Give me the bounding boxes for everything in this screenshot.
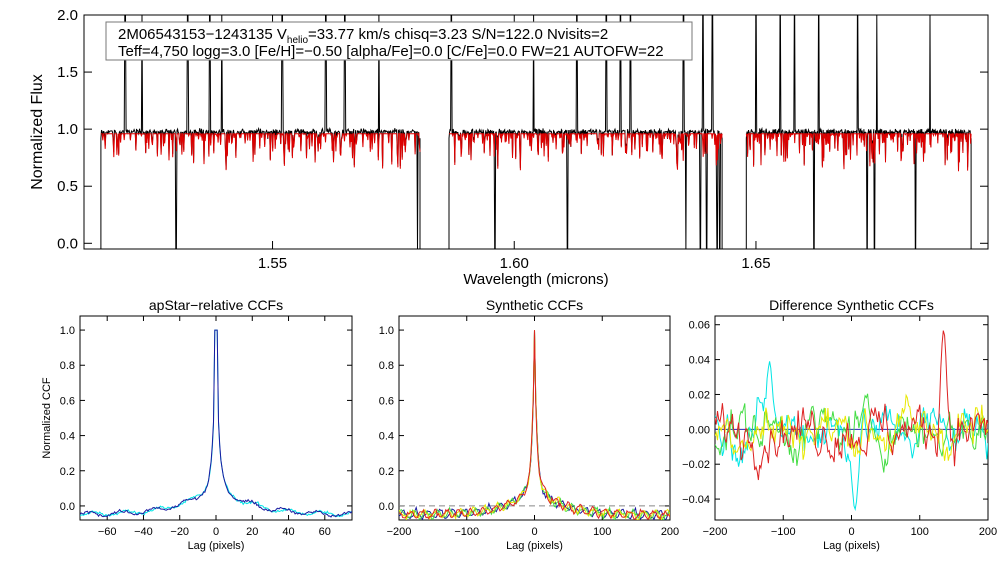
synthetic-ccf-chart: Synthetic CCFs −200 −100 0 100 200 0.0 0.2 0.4 0.… bbox=[379, 297, 679, 552]
synthetic-ccf-xtick-label: 200 bbox=[661, 526, 679, 538]
difference-ccf-xtick-label: −200 bbox=[703, 526, 728, 538]
difference-ccf-chart: Difference Synthetic CCFs −200 −100 0 100 200… bbox=[682, 297, 997, 552]
synthetic-ccf-ytick-label: 0.2 bbox=[379, 466, 394, 478]
spectrum-model-series bbox=[449, 131, 723, 171]
apstar-ccf-chart: apStar−relative CCFs −60 −40 −20 0 20 40 60 0.0 0… bbox=[41, 297, 353, 552]
synthetic-ccf-ytick-label: 1.0 bbox=[379, 325, 394, 337]
synthetic-ccf-xtick-label: 100 bbox=[593, 526, 611, 538]
difference-ccf-series-0 bbox=[715, 361, 988, 512]
apstar-ccf-xlabel: Lag (pixels) bbox=[188, 540, 245, 552]
spectrum-observed-series bbox=[745, 15, 972, 249]
info-line-2: Teff=4,750 logg=3.0 [Fe/H]=−0.50 [alpha/… bbox=[118, 43, 664, 60]
apstar-ccf-ytick-label: 0.2 bbox=[60, 466, 75, 478]
difference-ccf-ytick-label: 0.04 bbox=[689, 355, 710, 367]
synthetic-ccf-xtick-label: 0 bbox=[531, 526, 537, 538]
synthetic-ccf-title: Synthetic CCFs bbox=[486, 297, 583, 313]
apstar-ccf-xtick-label: 40 bbox=[282, 526, 294, 538]
apstar-ccf-xtick-label: 0 bbox=[213, 526, 219, 538]
synthetic-ccf-ytick-label: 0.0 bbox=[379, 501, 394, 513]
difference-ccf-ytick-label: 0.02 bbox=[689, 389, 710, 401]
apstar-ccf-ytick-label: 0.4 bbox=[60, 431, 75, 443]
difference-ccf-xtick-label: 0 bbox=[848, 526, 854, 538]
apstar-ccf-ytick-label: 0.6 bbox=[60, 395, 75, 407]
apstar-ccf-xtick-label: −40 bbox=[134, 526, 153, 538]
apstar-ccf-xtick-label: 20 bbox=[246, 526, 258, 538]
apstar-ccf-series-1 bbox=[80, 329, 352, 518]
info-box bbox=[105, 21, 693, 61]
apstar-ccf-xtick-label: −60 bbox=[98, 526, 117, 538]
spectrum-ylabel: Normalized Flux bbox=[29, 74, 46, 190]
synthetic-ccf-ytick-label: 0.8 bbox=[379, 360, 394, 372]
apstar-ccf-frame bbox=[79, 315, 353, 521]
spectrum-model-series bbox=[745, 131, 972, 172]
synthetic-ccf-ytick-label: 0.6 bbox=[379, 395, 394, 407]
difference-ccf-xtick-label: 200 bbox=[979, 526, 997, 538]
spectrum-ytick-label: 1.0 bbox=[57, 121, 78, 138]
spectrum-xtick-label: 1.65 bbox=[741, 255, 770, 272]
difference-ccf-series-3 bbox=[715, 330, 988, 481]
spectrum-chart: 1.55 1.60 1.65 0.0 0.5 1.0 1.5 2.0 Wavelength (m… bbox=[29, 7, 989, 288]
spectrum-xtick-label: 1.55 bbox=[258, 255, 287, 272]
spectrum-xlabel: Wavelength (microns) bbox=[463, 271, 608, 288]
spectrum-ytick-label: 2.0 bbox=[57, 7, 78, 24]
apstar-ccf-ytick-label: 1.0 bbox=[60, 325, 75, 337]
spectrum-ytick-label: 1.5 bbox=[57, 64, 78, 81]
synthetic-ccf-xtick-label: −200 bbox=[387, 526, 412, 538]
difference-ccf-ytick-label: 0.06 bbox=[689, 320, 710, 332]
apstar-ccf-title: apStar−relative CCFs bbox=[149, 297, 283, 313]
difference-ccf-xlabel: Lag (pixels) bbox=[823, 540, 880, 552]
apstar-ccf-ylabel: Normalized CCF bbox=[41, 377, 53, 459]
difference-ccf-series-1 bbox=[715, 393, 988, 473]
spectrum-model-series bbox=[100, 131, 421, 171]
difference-ccf-ytick-label: −0.04 bbox=[682, 494, 710, 506]
spectrum-ytick-label: 0.0 bbox=[57, 235, 78, 252]
spectrum-frame bbox=[83, 14, 989, 250]
difference-ccf-ytick-label: 0.00 bbox=[689, 424, 710, 436]
synthetic-ccf-series-3 bbox=[399, 330, 670, 520]
synthetic-ccf-ytick-label: 0.4 bbox=[379, 431, 394, 443]
difference-ccf-ytick-label: −0.02 bbox=[682, 459, 710, 471]
difference-ccf-xtick-label: 100 bbox=[911, 526, 929, 538]
apstar-ccf-ytick-label: 0.8 bbox=[60, 360, 75, 372]
apstar-ccf-xtick-label: 60 bbox=[319, 526, 331, 538]
synthetic-ccf-xtick-label: −100 bbox=[454, 526, 479, 538]
apstar-ccf-series-0 bbox=[80, 329, 352, 518]
difference-ccf-title: Difference Synthetic CCFs bbox=[769, 297, 934, 313]
spectrum-observed-series bbox=[100, 15, 421, 249]
difference-ccf-xtick-label: −100 bbox=[771, 526, 796, 538]
apstar-ccf-xtick-label: −20 bbox=[170, 526, 189, 538]
synthetic-ccf-xlabel: Lag (pixels) bbox=[506, 540, 563, 552]
difference-ccf-series-2 bbox=[715, 393, 988, 461]
spectrum-xtick-label: 1.60 bbox=[500, 255, 529, 272]
spectrum-ytick-label: 0.5 bbox=[57, 178, 78, 195]
apstar-ccf-ytick-label: 0.0 bbox=[60, 501, 75, 513]
info-line-1: 2M06543153−1243135 Vhelio=33.77 km/s chi… bbox=[118, 26, 608, 46]
